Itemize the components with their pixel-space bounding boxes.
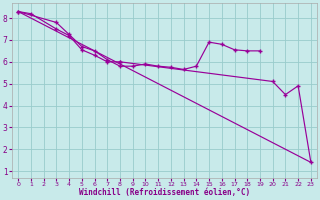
X-axis label: Windchill (Refroidissement éolien,°C): Windchill (Refroidissement éolien,°C): [79, 188, 250, 197]
